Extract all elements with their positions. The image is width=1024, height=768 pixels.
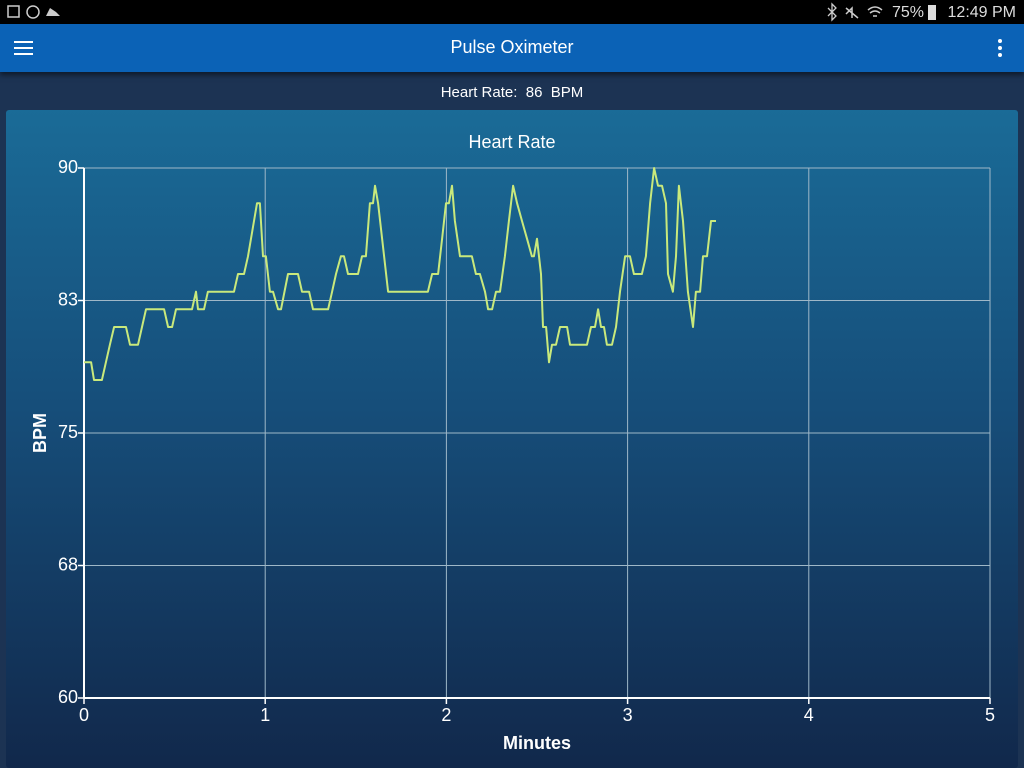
reading-label: Heart Rate: [440, 84, 518, 101]
x-tick-label: 5 [985, 705, 995, 725]
overflow-button[interactable] [998, 39, 1002, 57]
x-tick-label: 3 [623, 705, 633, 725]
y-tick-label: 68 [58, 554, 78, 574]
app-bar-content: Pulse Oximeter [14, 37, 1002, 57]
battery-icon [928, 5, 936, 20]
x-tick-label: 0 [79, 705, 89, 725]
y-tick-label: 90 [58, 157, 78, 177]
battery-percent: 75% [892, 4, 924, 21]
y-tick-label: 83 [58, 289, 78, 309]
x-tick-label: 1 [260, 705, 270, 725]
status-icons: 75% 12:49 PM [7, 2, 1016, 22]
x-axis-label: Minutes [503, 733, 571, 753]
menu-button[interactable] [14, 41, 33, 55]
status-bar: 75% 12:49 PM [0, 0, 1024, 24]
app-title: Pulse Oximeter [450, 37, 573, 57]
notification-icon [7, 5, 20, 18]
reading-value: 86 [525, 84, 543, 101]
notification-icon [46, 8, 60, 16]
reading-unit: BPM [550, 84, 584, 101]
x-tick-label: 2 [441, 705, 451, 725]
y-axis-label: BPM [30, 413, 50, 453]
mute-icon [845, 6, 859, 19]
chart-card [6, 110, 1018, 768]
app-bar: Pulse Oximeter [0, 24, 1024, 72]
x-tick-label: 4 [804, 705, 814, 725]
y-tick-label: 60 [58, 687, 78, 707]
heart-rate-line [84, 167, 716, 381]
notification-icon [26, 5, 40, 19]
chart-title: Heart Rate [468, 132, 555, 152]
bluetooth-icon [827, 2, 837, 22]
heart-rate-reading: Heart Rate: 86 BPM [0, 84, 1024, 101]
y-tick-label: 75 [58, 422, 78, 442]
wifi-icon [867, 6, 883, 17]
clock: 12:49 PM [948, 4, 1016, 21]
